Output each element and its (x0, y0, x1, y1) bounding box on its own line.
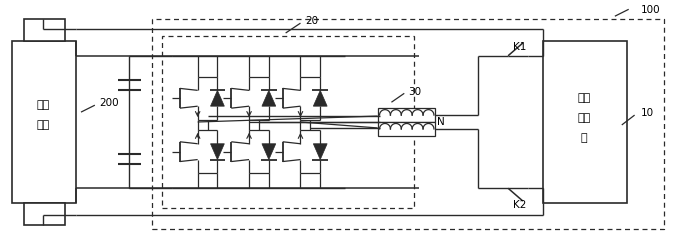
Text: 第一: 第一 (578, 93, 591, 103)
Text: 200: 200 (99, 98, 118, 108)
Text: K1: K1 (513, 42, 527, 52)
Bar (378, 108, 435, 122)
Bar (152, 19, 665, 229)
Polygon shape (262, 144, 276, 160)
Text: 充电: 充电 (578, 113, 591, 123)
Bar (24, 19, 65, 41)
Text: 20: 20 (305, 16, 318, 26)
Polygon shape (313, 90, 327, 106)
Text: 100: 100 (641, 5, 660, 15)
Polygon shape (210, 90, 224, 106)
Text: 动力: 动力 (37, 100, 50, 110)
Bar (24, 203, 65, 225)
Bar (12, 41, 76, 203)
Text: N: N (437, 117, 445, 127)
Polygon shape (313, 144, 327, 160)
Text: 10: 10 (641, 108, 654, 118)
Polygon shape (210, 144, 224, 160)
Bar (378, 122, 435, 136)
Polygon shape (262, 90, 276, 106)
Text: 30: 30 (408, 87, 421, 97)
Text: 电池: 电池 (37, 120, 50, 130)
Text: 口: 口 (581, 133, 587, 143)
Bar (543, 41, 627, 203)
Bar (162, 36, 414, 208)
Text: K2: K2 (513, 200, 527, 210)
